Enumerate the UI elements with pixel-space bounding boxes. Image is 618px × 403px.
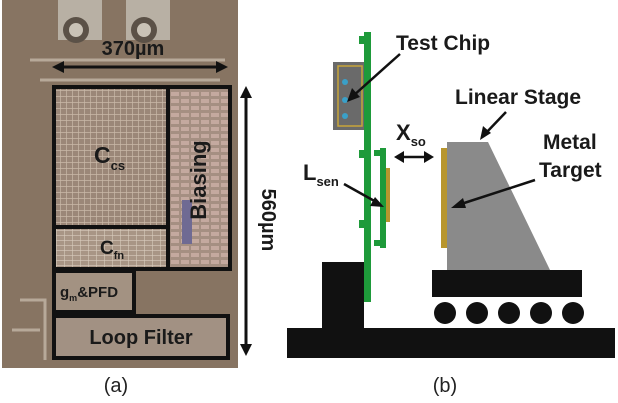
- bond-pads: [58, 0, 170, 43]
- test-chip-arrowhead: [347, 88, 360, 102]
- main-pcb: [364, 32, 371, 302]
- sensor-pcb: [380, 148, 386, 248]
- pcb-tab-mid: [359, 150, 364, 158]
- sensor-tab-top: [374, 150, 380, 156]
- stage-rail-top: [432, 270, 582, 297]
- loop-filter-label: Loop Filter: [89, 327, 193, 349]
- lsen-arrow: [343, 182, 379, 205]
- lsen-arrowhead: [370, 197, 384, 207]
- metal-target: [441, 148, 447, 248]
- routing-traces: [12, 58, 225, 360]
- panel-a: Ccs Cfn Biasing gm&PFD Loop Filter 370µm: [2, 0, 279, 397]
- height-dimension: [240, 86, 252, 356]
- biasing-area: [170, 88, 228, 268]
- caption-a: (a): [104, 375, 128, 397]
- metal-target-arrow: [457, 178, 536, 207]
- width-dimension: [52, 61, 228, 73]
- metal-target-arrowhead: [451, 198, 466, 208]
- linear-stage-arrowhead: [480, 126, 491, 140]
- gm-pfd-block: [52, 269, 136, 314]
- ccs-label: Ccs: [94, 142, 125, 173]
- biasing-block: [166, 85, 232, 271]
- chip-pin-3: [342, 113, 348, 119]
- linear-stage-body: [447, 142, 550, 270]
- chip-pin-2: [342, 97, 348, 103]
- pcb-tab-low: [359, 220, 364, 228]
- metal-label: Metal: [543, 131, 597, 154]
- lsen-label: Lsen: [303, 160, 339, 189]
- biasing-strip: [182, 200, 192, 244]
- height-label: 560µm: [257, 189, 279, 252]
- test-chip-arrow: [352, 53, 401, 97]
- cfn-array: [56, 229, 166, 267]
- target-label: Target: [539, 159, 602, 182]
- linear-stage-arrow: [484, 111, 507, 135]
- chip-pin-1: [342, 79, 348, 85]
- xso-arrow: [394, 151, 434, 163]
- loop-filter-area: [56, 318, 226, 356]
- pcb-holder: [322, 262, 364, 332]
- biasing-label: Biasing: [186, 140, 211, 219]
- base-plate: [287, 328, 615, 358]
- stage-rollers: [434, 302, 584, 324]
- sensor-tab-bot: [374, 240, 380, 246]
- loop-filter-block: [52, 314, 230, 360]
- gm-pfd-label: gm&PFD: [60, 284, 118, 303]
- width-label: 370µm: [102, 38, 165, 60]
- panel-b: Xso Test Chip Linear Stage Metal Target …: [287, 32, 615, 397]
- linear-stage-label: Linear Stage: [455, 86, 581, 109]
- sensor-coil: [386, 168, 390, 222]
- test-chip-outline: [337, 65, 363, 127]
- caption-b: (b): [433, 375, 457, 397]
- ccs-array: [56, 89, 166, 227]
- xso-label: Xso: [396, 120, 426, 149]
- pcb-tab-top: [359, 36, 364, 44]
- gm-pfd-area: [56, 273, 132, 310]
- test-chip-label: Test Chip: [396, 32, 490, 55]
- cfn-label: Cfn: [100, 238, 124, 262]
